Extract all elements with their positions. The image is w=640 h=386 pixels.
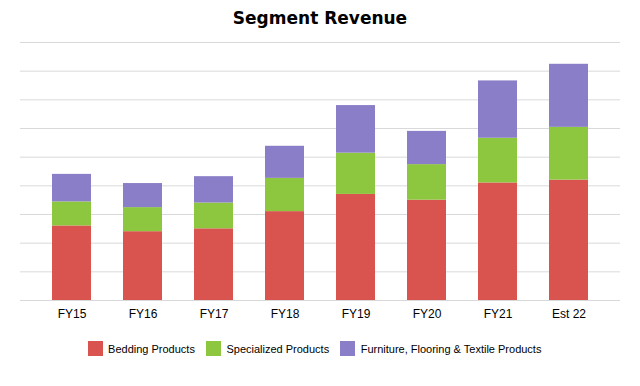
html-text:Furniture, Flooring & Textile: Furniture, Flooring & Textile Products — [360, 342, 542, 355]
svg-text:FY18: FY18 — [271, 307, 300, 321]
svg-text:FY19: FY19 — [342, 307, 371, 321]
svg-text:FY20: FY20 — [413, 307, 442, 321]
html-text:Segment Revenue: Segment Revenue — [232, 8, 408, 28]
html-text:Bedding Products: Bedding Products — [108, 342, 195, 355]
svg-text:FY17: FY17 — [200, 307, 229, 321]
svg-text:Est 22: Est 22 — [552, 307, 586, 321]
svg-text:FY16: FY16 — [129, 307, 158, 321]
svg-text:FY21: FY21 — [484, 307, 513, 321]
svg-text:FY15: FY15 — [58, 307, 87, 321]
html-text:Specialized Products: Specialized Products — [226, 342, 330, 355]
